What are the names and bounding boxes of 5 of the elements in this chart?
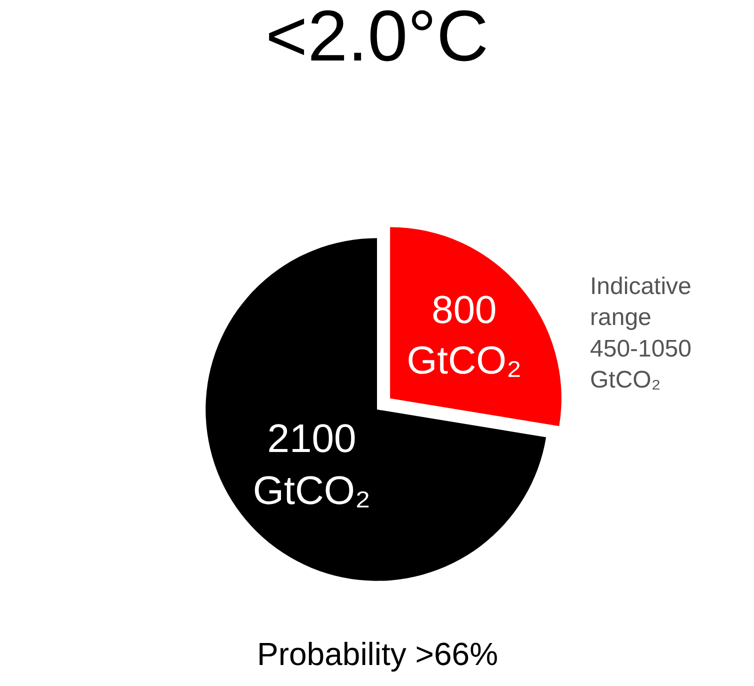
text: Probability >66%	[257, 636, 498, 672]
data-label: 2100 GtCO₂	[252, 416, 371, 513]
data-label: 800 GtCO₂	[406, 288, 522, 383]
text: Indicative range 450-1050 GtCO₂	[590, 273, 692, 394]
chart-title: <2.0°C	[266, 0, 488, 77]
